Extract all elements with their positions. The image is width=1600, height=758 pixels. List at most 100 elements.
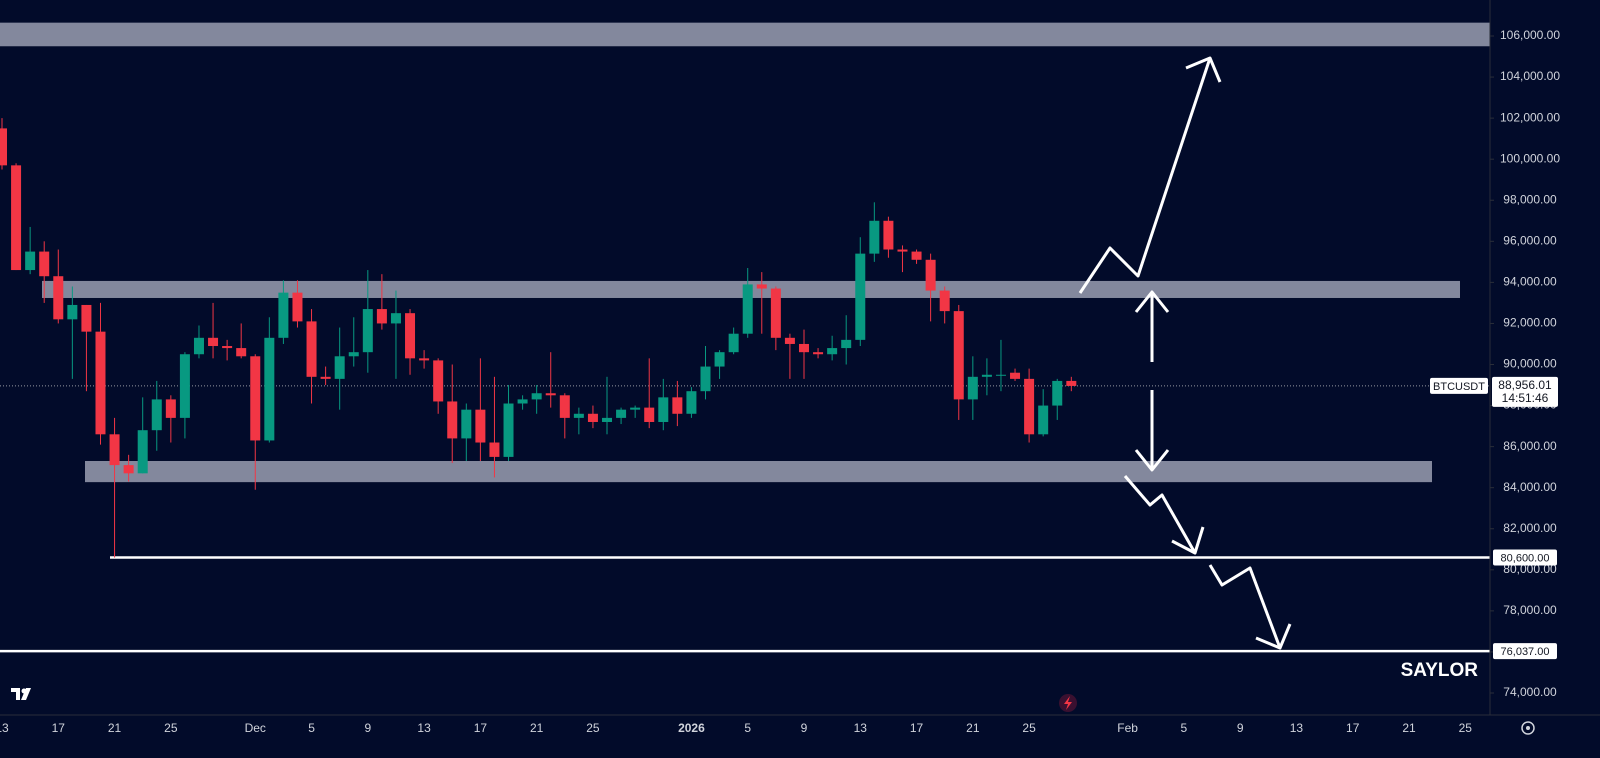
level-label: 76,037.00 [1501, 646, 1550, 658]
zone [0, 22, 1490, 47]
candle-body [137, 430, 148, 474]
y-tick-label: 84,000.00 [1503, 480, 1557, 494]
candle-body [700, 366, 711, 392]
candle-body [348, 352, 359, 357]
y-tick-label: 98,000.00 [1503, 192, 1557, 206]
candle-body [236, 348, 247, 357]
candle-body [165, 399, 176, 418]
candle-body [756, 284, 767, 289]
candle-body [334, 356, 345, 379]
candle-body [911, 251, 922, 260]
y-tick-label: 94,000.00 [1503, 275, 1557, 289]
candle-body [995, 374, 1006, 376]
candle-body [320, 376, 331, 379]
y-tick-label: 106,000.00 [1500, 28, 1560, 42]
candle-body [433, 360, 444, 402]
candle-body [419, 358, 430, 361]
settings-icon[interactable] [1521, 721, 1535, 735]
x-tick-label: 17 [474, 721, 488, 735]
arrow-head [1255, 623, 1292, 650]
x-tick-label: 17 [1346, 721, 1360, 735]
candle-body [1038, 405, 1049, 435]
candle-body [151, 399, 162, 431]
x-tick-label: 17 [910, 721, 924, 735]
candle-body [813, 352, 824, 355]
y-tick-label: 82,000.00 [1503, 521, 1557, 535]
candle-body [517, 399, 528, 404]
x-tick-label: 21 [530, 721, 544, 735]
y-tick-label: 86,000.00 [1503, 439, 1557, 453]
level-label: 80,600.00 [1501, 552, 1550, 564]
y-tick-label: 100,000.00 [1500, 151, 1560, 165]
candle-body [109, 434, 120, 466]
candle-body [883, 220, 894, 250]
candle-body [827, 348, 838, 355]
candle-body [1052, 380, 1063, 406]
countdown-label: 14:51:46 [1502, 391, 1549, 405]
candle-body [545, 393, 556, 396]
x-tick-label: 2026 [678, 721, 705, 735]
candle-body [742, 284, 753, 334]
candle-body [179, 354, 190, 418]
candle-body [658, 397, 669, 422]
candle-body [1024, 378, 1035, 435]
candle-body [53, 276, 64, 320]
x-tick-label: 25 [1022, 721, 1036, 735]
candle-body [1066, 380, 1077, 386]
x-tick-label: 25 [586, 721, 600, 735]
candle-body [250, 356, 261, 441]
candle-body [67, 304, 78, 320]
x-tick-label: 13 [0, 721, 9, 735]
candle-body [306, 321, 317, 377]
candle-body [784, 337, 795, 344]
x-tick-label: 9 [801, 721, 808, 735]
candle-body [644, 407, 655, 422]
candle-body [0, 128, 7, 166]
zone [85, 460, 1432, 483]
candle-body [461, 409, 472, 439]
y-tick-label: 78,000.00 [1503, 603, 1557, 617]
candle-body [208, 337, 219, 347]
arrow-down [1123, 475, 1197, 554]
candle-body [981, 374, 992, 377]
candle-body [728, 333, 739, 353]
plot-area [0, 22, 1490, 653]
candle-body [587, 413, 598, 422]
symbol-box [1430, 377, 1488, 394]
x-tick-label: 13 [854, 721, 868, 735]
x-tick-label: Feb [1117, 721, 1138, 735]
candle-body [714, 352, 725, 367]
x-tick-label: 13 [1290, 721, 1304, 735]
arrow-up [1078, 57, 1212, 294]
x-tick-label: 5 [308, 721, 315, 735]
alert-icon[interactable] [1059, 694, 1077, 712]
x-tick-label: 13 [417, 721, 431, 735]
candle-body [193, 337, 204, 355]
candle-body [672, 397, 683, 414]
x-tick-label: 25 [1459, 721, 1473, 735]
candle-body [390, 313, 401, 324]
x-tick-label: 5 [1181, 721, 1188, 735]
candle-body [616, 409, 627, 418]
x-tick-label: 9 [364, 721, 371, 735]
candle-body [855, 253, 866, 340]
logo [11, 688, 31, 700]
arrow-head [1185, 56, 1222, 83]
candle-body [573, 413, 584, 418]
candle-body [447, 401, 458, 439]
candle-body [967, 376, 978, 400]
candle-body [81, 304, 92, 332]
y-tick-label: 90,000.00 [1503, 357, 1557, 371]
candle-body [770, 288, 781, 338]
y-tick-label: 102,000.00 [1500, 110, 1560, 124]
candle-body [278, 292, 289, 338]
candle-body [489, 442, 500, 457]
candle-body [1010, 372, 1021, 379]
level-label-box [1493, 549, 1557, 566]
candle-body [630, 407, 641, 410]
candle-body [686, 391, 697, 414]
candle-body [292, 292, 303, 322]
candle-body [531, 393, 542, 400]
x-tick-label: 21 [1402, 721, 1416, 735]
